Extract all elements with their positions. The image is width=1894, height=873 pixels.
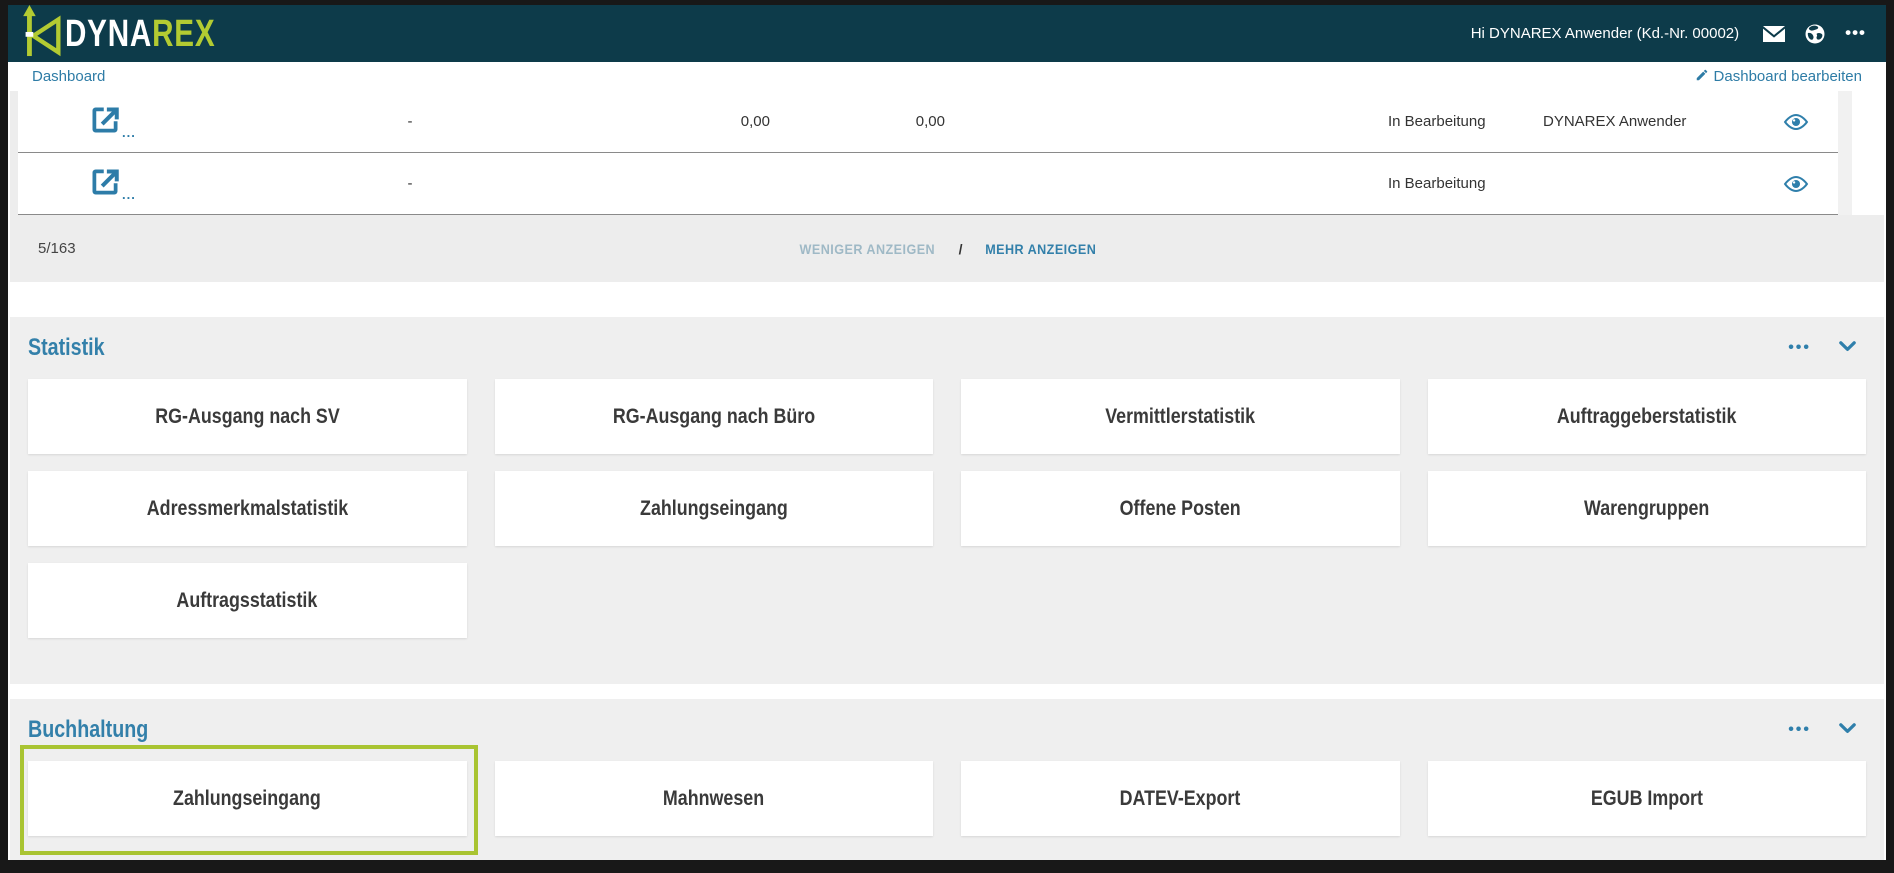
card-auftraggeberstatistik[interactable]: Auftraggeberstatistik [1427,379,1866,454]
logo-mark-icon [18,5,64,62]
section-title: Statistik [28,334,105,361]
row-dash: - [407,175,413,192]
edit-dashboard-link[interactable]: Dashboard bearbeiten [1695,68,1862,86]
external-link-icon[interactable] [90,167,120,201]
row-open-cell: ... [90,167,340,201]
link-separator: / [958,240,963,257]
top-navbar: DYNAREX Hi DYNAREX Anwender (Kd.-Nr. 000… [8,5,1886,62]
card-mahnwesen[interactable]: Mahnwesen [494,761,933,836]
row-amount-2: 0,00 [915,113,945,130]
card-datev-export[interactable]: DATEV-Export [961,761,1400,836]
table-row[interactable]: ... - 0,00 0,00 In Bearbeitung DYNAREX A… [18,91,1838,153]
table-row[interactable]: ... - In Bearbeitung [18,153,1838,215]
section-header: Buchhaltung ••• [28,699,1866,761]
topbar-right: Hi DYNAREX Anwender (Kd.-Nr. 00002) ••• [1471,24,1866,44]
section-title: Buchhaltung [28,716,149,743]
card-zahlungseingang[interactable]: Zahlungseingang [28,761,467,836]
section-buchhaltung: Buchhaltung ••• Zahlungseingang Mahnwese… [10,699,1884,860]
row-status: In Bearbeitung [1388,175,1486,192]
section-more-icon[interactable]: ••• [1788,721,1811,738]
eye-icon[interactable] [1753,112,1838,132]
mail-icon[interactable] [1763,25,1786,42]
chevron-down-icon[interactable] [1839,721,1856,739]
show-more-link[interactable]: MEHR ANZEIGEN [984,240,1096,257]
card-zahlungseingang-statistik[interactable]: Zahlungseingang [494,471,933,546]
buchhaltung-cards: Zahlungseingang Mahnwesen DATEV-Export E… [28,761,1866,836]
card-warengruppen[interactable]: Warengruppen [1427,471,1866,546]
row-open-cell: ... [90,105,340,139]
section-header: Statistik ••• [28,317,1866,379]
table-body: ... - 0,00 0,00 In Bearbeitung DYNAREX A… [18,91,1838,215]
breadcrumb-bar: Dashboard Dashboard bearbeiten [8,62,1886,91]
row-amount-1: 0,00 [740,113,770,130]
edit-dashboard-label: Dashboard bearbeiten [1713,68,1862,85]
globe-icon[interactable] [1805,24,1825,44]
section-actions: ••• [1788,721,1866,739]
row-more-dots[interactable]: ... [122,186,136,202]
eye-icon[interactable] [1753,174,1838,194]
pencil-icon [1695,68,1709,86]
row-user: DYNAREX Anwender [1543,113,1687,130]
row-dash: - [407,113,413,130]
card-auftragsstatistik[interactable]: Auftragsstatistik [28,563,467,638]
table-right-gutter [1852,91,1884,215]
table-left-gutter [10,91,18,215]
row-count: 5/163 [38,240,76,257]
section-actions: ••• [1788,339,1866,357]
section-more-icon[interactable]: ••• [1788,339,1811,356]
orders-table: ... - 0,00 0,00 In Bearbeitung DYNAREX A… [10,91,1884,215]
app-page: DYNAREX Hi DYNAREX Anwender (Kd.-Nr. 000… [8,5,1886,860]
statistik-cards: RG-Ausgang nach SV RG-Ausgang nach Büro … [28,379,1866,638]
table-scrollbar[interactable] [1838,91,1852,215]
card-egub-import[interactable]: EGUB Import [1427,761,1866,836]
user-greeting: Hi DYNAREX Anwender (Kd.-Nr. 00002) [1470,25,1740,42]
spacer [8,282,1886,317]
show-less-link[interactable]: WENIGER ANZEIGEN [799,240,936,257]
card-adressmerkmalstatistik[interactable]: Adressmerkmalstatistik [28,471,467,546]
spacer [8,684,1886,699]
table-footer: 5/163 WENIGER ANZEIGEN / MEHR ANZEIGEN [10,215,1884,282]
card-offene-posten[interactable]: Offene Posten [961,471,1400,546]
card-vermittlerstatistik[interactable]: Vermittlerstatistik [961,379,1400,454]
logo-text: DYNAREX [65,12,216,55]
pagination-links: WENIGER ANZEIGEN / MEHR ANZEIGEN [792,241,1102,257]
card-rg-ausgang-nach-sv[interactable]: RG-Ausgang nach SV [28,379,467,454]
row-status: In Bearbeitung [1388,113,1486,130]
card-rg-ausgang-nach-buero[interactable]: RG-Ausgang nach Büro [494,379,933,454]
chevron-down-icon[interactable] [1839,339,1856,357]
breadcrumb[interactable]: Dashboard [32,68,106,85]
more-menu-icon[interactable]: ••• [1845,23,1866,43]
section-statistik: Statistik ••• RG-Ausgang nach SV RG-Ausg… [10,317,1884,684]
row-more-dots[interactable]: ... [122,124,136,140]
external-link-icon[interactable] [90,105,120,139]
app-logo[interactable]: DYNAREX [18,5,258,62]
